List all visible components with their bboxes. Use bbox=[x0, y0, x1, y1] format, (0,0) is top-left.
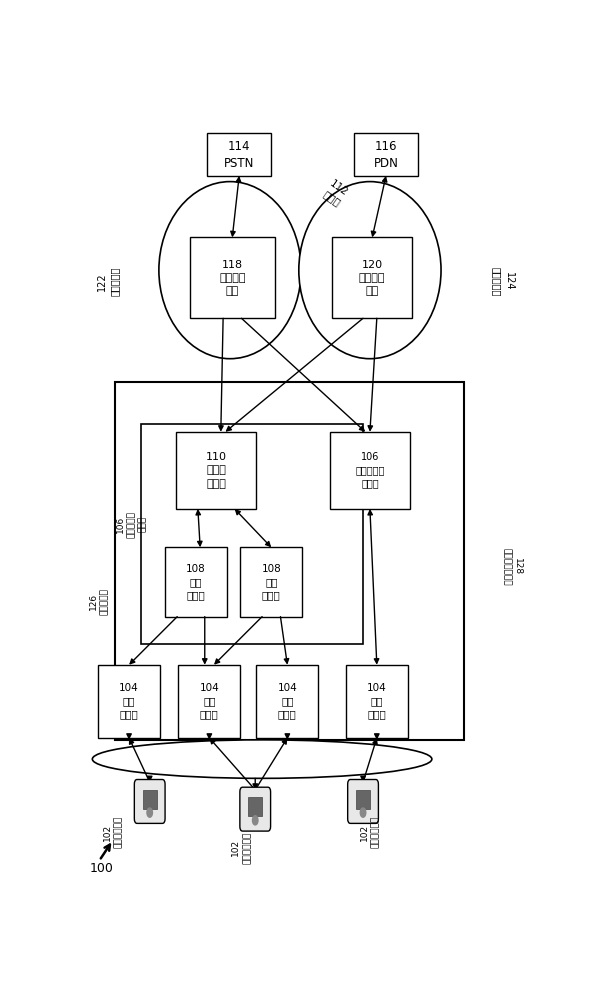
Bar bbox=[176, 432, 256, 509]
Bar bbox=[178, 665, 240, 738]
Bar bbox=[248, 797, 262, 816]
Bar bbox=[140, 424, 363, 644]
Bar bbox=[332, 237, 413, 318]
Text: 118
电路交换
中心: 118 电路交换 中心 bbox=[219, 260, 246, 296]
Text: 108
无线
电节点: 108 无线 电节点 bbox=[186, 564, 205, 600]
Text: 100: 100 bbox=[89, 862, 114, 875]
Bar bbox=[165, 547, 227, 617]
Bar bbox=[240, 547, 303, 617]
Ellipse shape bbox=[159, 182, 301, 359]
Text: 102
无线通信设备: 102 无线通信设备 bbox=[103, 816, 123, 848]
Circle shape bbox=[361, 808, 366, 817]
Text: 122
电路交换域: 122 电路交换域 bbox=[97, 267, 120, 296]
Text: 104
无线
电分区: 104 无线 电分区 bbox=[119, 683, 139, 720]
Circle shape bbox=[147, 808, 153, 817]
Text: 126
无线电链路: 126 无线电链路 bbox=[89, 588, 110, 615]
Bar bbox=[98, 665, 160, 738]
Text: 128
无线电接入网络: 128 无线电接入网络 bbox=[502, 548, 522, 585]
Text: 114
PSTN: 114 PSTN bbox=[224, 140, 255, 170]
Text: 106
无线电接入
子系统: 106 无线电接入 子系统 bbox=[355, 452, 385, 489]
FancyBboxPatch shape bbox=[134, 780, 165, 823]
Bar bbox=[330, 432, 410, 509]
Bar bbox=[256, 665, 318, 738]
Circle shape bbox=[252, 816, 258, 825]
Text: 102
无线通信设备: 102 无线通信设备 bbox=[360, 816, 380, 848]
Bar bbox=[190, 237, 275, 318]
Text: 106
无线电接入
子系统: 106 无线电接入 子系统 bbox=[116, 511, 147, 538]
Ellipse shape bbox=[92, 740, 432, 778]
FancyBboxPatch shape bbox=[240, 787, 271, 831]
Text: 104
无线
电分区: 104 无线 电分区 bbox=[200, 683, 219, 720]
Text: 104
无线
电分区: 104 无线 电分区 bbox=[278, 683, 297, 720]
Text: 112
核心网: 112 核心网 bbox=[321, 178, 350, 208]
Bar bbox=[354, 133, 418, 176]
Text: 108
无线
电节点: 108 无线 电节点 bbox=[262, 564, 281, 600]
Text: 124
分组交换域: 124 分组交换域 bbox=[492, 267, 514, 296]
Ellipse shape bbox=[299, 182, 441, 359]
Text: 110
无线电
控制器: 110 无线电 控制器 bbox=[206, 452, 227, 489]
Text: 120
分组交换
节点: 120 分组交换 节点 bbox=[359, 260, 385, 296]
Bar bbox=[356, 790, 370, 809]
FancyBboxPatch shape bbox=[348, 780, 378, 823]
Bar bbox=[346, 665, 408, 738]
Bar bbox=[115, 382, 464, 740]
Text: 104
无线
电分区: 104 无线 电分区 bbox=[367, 683, 387, 720]
Bar bbox=[143, 790, 157, 809]
Text: 116
PDN: 116 PDN bbox=[374, 140, 398, 170]
Bar bbox=[207, 133, 271, 176]
Text: 102
无线通信设备: 102 无线通信设备 bbox=[231, 832, 252, 864]
